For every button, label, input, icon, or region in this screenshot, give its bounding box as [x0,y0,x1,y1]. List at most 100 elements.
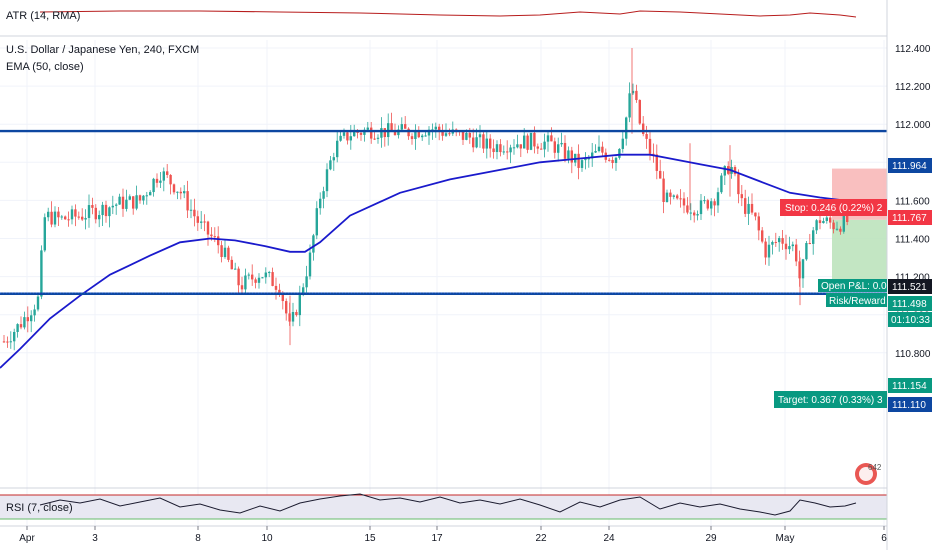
candle-down [346,132,349,141]
candle-up [159,180,162,183]
candle-down [533,132,536,147]
risk-reward-box[interactable]: Risk/Reward [826,293,887,307]
candle-up [115,204,118,206]
candle-down [390,123,393,131]
candle-up [703,200,706,202]
candle-up [366,127,369,130]
candle-down [74,209,77,217]
candle-down [186,191,189,211]
candle-down [417,130,420,138]
candle-up [444,133,448,136]
candle-down [57,211,60,218]
candle-down [519,144,522,149]
time-tick-label: 15 [364,533,376,544]
candle-down [240,285,244,290]
candle-down [6,341,9,343]
candle-up [223,247,227,258]
candle-up [478,134,482,138]
candle-down [645,134,648,139]
candle-up [257,277,261,283]
candle-down [94,207,97,220]
candle-up [13,331,16,342]
candle-down [2,341,6,343]
time-tick-label: 29 [705,533,717,544]
candle-down [203,221,206,223]
candle-up [101,204,104,216]
candle-up [302,287,305,293]
candle-up [23,317,26,328]
candle-up [70,209,74,220]
candle-down [278,289,281,294]
candle-up [723,166,726,176]
time-tick-label: May [776,533,795,544]
candle-up [771,241,774,245]
candle-down [682,198,686,206]
candle-down [295,312,298,316]
price-tick-label: 111.200 [895,273,930,284]
candle-down [635,90,638,101]
stop-label-box[interactable]: Stop: 0.246 (0.22%) 2 [780,199,887,216]
candle-up [183,191,186,194]
candle-down [472,137,475,148]
candle-up [135,195,138,209]
candle-up [580,160,584,168]
candle-down [104,204,108,217]
candle-up [485,138,488,149]
target-label-box[interactable]: Target: 0.367 (0.33%) 3 [774,391,887,408]
candle-up [842,214,845,232]
time-axis[interactable]: Apr 3 8 10 15 17 22 24 29 May 6 [0,525,887,544]
candle-down [193,209,196,217]
candle-down [550,135,553,142]
candle-up [16,324,19,332]
candle-up [84,217,87,220]
candle-down [652,153,655,155]
candle-up [397,129,400,136]
candle-down [213,236,216,238]
candle-up [801,259,805,279]
candle-down [693,212,696,216]
time-tick-label: Apr [19,533,35,544]
candle-up [43,217,46,251]
candle-down [506,151,509,153]
candle-down [764,241,767,258]
candle-up [142,195,145,201]
candle-up [699,200,703,215]
candle-up [322,191,325,199]
price-tick-label: 111.400 [895,235,930,246]
candle-up [305,276,308,288]
candle-up [291,312,295,322]
candle-up [200,221,203,223]
candle-down [448,133,451,135]
tag-entry: 111.498 [888,296,932,311]
candle-up [529,132,533,150]
candle-down [50,211,53,225]
candle-down [393,130,397,136]
candle-down [540,148,543,150]
candle-down [217,236,220,246]
candle-up [594,151,597,153]
candle-down [526,135,529,150]
candle-up [434,126,437,130]
candle-up [815,220,818,231]
candle-down [274,285,278,290]
candle-down [608,159,611,161]
candle-up [421,135,424,138]
tag-entry-text: 111.498 [892,299,927,310]
candle-down [138,195,142,201]
candle-down [638,100,641,124]
candle-up [33,309,36,316]
candle-up [516,144,519,148]
candle-down [230,259,233,270]
candle-down [281,293,284,302]
candle-down [642,123,645,135]
tag-support: 111.110 [888,397,932,412]
candle-up [400,124,403,130]
candle-up [339,135,342,141]
rsi-line [39,493,857,516]
candle-down [19,324,23,328]
candle-up [308,252,312,277]
candle-up [234,268,237,270]
open-pnl-box[interactable]: Open P&L: 0.0 [818,279,887,292]
candle-up [696,214,699,216]
